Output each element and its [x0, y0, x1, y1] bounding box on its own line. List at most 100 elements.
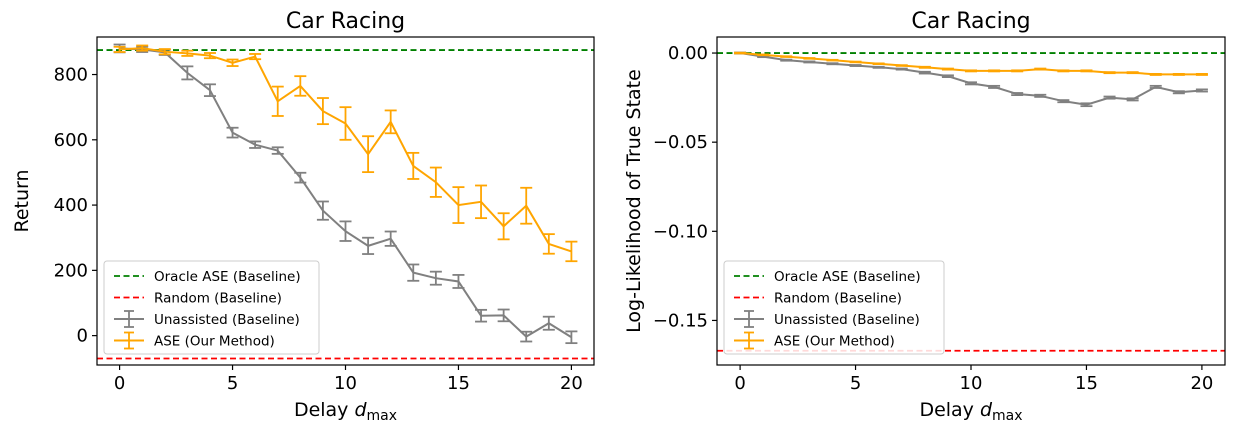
- errorbar-unassisted-baseline: [918, 70, 931, 75]
- errorbar-ase-our-method: [757, 53, 770, 57]
- y-tick-label: −0.15: [653, 310, 708, 331]
- errorbar-ase-our-method: [988, 69, 1001, 73]
- errorbar-ase-our-method: [895, 64, 908, 67]
- chart-title: Car Racing: [911, 9, 1030, 34]
- series-group: [717, 51, 1225, 352]
- errorbar-unassisted-baseline: [1149, 84, 1162, 89]
- errorbar-ase-our-method: [407, 151, 420, 180]
- errorbar-ase-our-method: [803, 57, 816, 60]
- legend-label: ASE (Our Method): [774, 334, 895, 350]
- errorbar-ase-our-method: [1126, 71, 1139, 75]
- chart-log-likelihood: Car Racing 0 5 10 15 20 0.00 −0.05 −0.10 −0.15 Del…: [623, 9, 1226, 424]
- errorbar-ase-our-method: [294, 75, 307, 97]
- y-axis-label: Log-Likelihood of True State: [623, 69, 645, 333]
- x-tick-label: 5: [850, 373, 861, 394]
- x-tick-label: 10: [334, 373, 357, 394]
- errorbar-unassisted-baseline: [895, 67, 908, 71]
- errorbar-ase-our-method: [316, 97, 329, 126]
- errorbar-unassisted-baseline: [757, 55, 770, 59]
- errorbar-unassisted-baseline: [965, 81, 977, 86]
- legend-item: Unassisted (Baseline): [734, 310, 920, 328]
- errorbar-ase-our-method: [1080, 69, 1093, 73]
- errorbar-unassisted-baseline: [181, 65, 194, 81]
- errorbar-unassisted-baseline: [339, 220, 352, 242]
- y-tick-label: 600: [54, 130, 88, 151]
- errorbar-unassisted-baseline: [429, 270, 442, 286]
- errorbar-unassisted-baseline: [780, 58, 793, 62]
- errorbar-unassisted-baseline: [475, 308, 488, 323]
- errorbar-ase-our-method: [849, 60, 862, 64]
- errorbar-unassisted-baseline: [316, 200, 329, 221]
- errorbar-ase-our-method: [429, 166, 442, 198]
- chart-title: Car Racing: [286, 9, 405, 34]
- errorbar-ase-our-method: [475, 184, 488, 220]
- errorbar-unassisted-baseline: [520, 330, 533, 343]
- x-tick-label: 20: [1190, 373, 1213, 394]
- legend-box: [723, 260, 945, 355]
- errorbar-unassisted-baseline: [1172, 90, 1185, 95]
- legend-label: Oracle ASE (Baseline): [154, 269, 301, 285]
- errorbar-ase-our-method: [497, 212, 510, 241]
- errorbar-ase-our-method: [1057, 69, 1070, 73]
- x-tick-label: 15: [1075, 373, 1098, 394]
- errorbar-unassisted-baseline: [872, 65, 885, 69]
- legend-label: Oracle ASE (Baseline): [774, 269, 921, 285]
- x-tick-label: 0: [734, 373, 745, 394]
- errorbar-unassisted-baseline: [1103, 95, 1116, 100]
- errorbar-unassisted-baseline: [542, 315, 555, 331]
- errorbar-unassisted-baseline: [384, 230, 397, 247]
- legend-label: ASE (Our Method): [154, 334, 275, 350]
- y-tick-label: 0.00: [668, 43, 708, 64]
- errorbar-ase-our-method: [520, 186, 533, 225]
- errorbar-unassisted-baseline: [988, 84, 1001, 89]
- legend-label: Random (Baseline): [154, 291, 282, 307]
- errorbar-ase-our-method: [158, 48, 171, 56]
- legend-label: Random (Baseline): [774, 291, 902, 307]
- errorbar-unassisted-baseline: [1057, 99, 1070, 104]
- legend-label: Unassisted (Baseline): [774, 312, 920, 328]
- errorbar-ase-our-method: [203, 52, 216, 60]
- errorbar-ase-our-method: [941, 67, 954, 71]
- errorbar-unassisted-baseline: [362, 236, 375, 255]
- legend-item: Random (Baseline): [734, 291, 902, 307]
- legend-item: ASE (Our Method): [734, 331, 895, 350]
- legend-item: Unassisted (Baseline): [114, 310, 300, 328]
- y-tick-label: 200: [54, 260, 88, 281]
- errorbar-ase-our-method: [181, 49, 194, 57]
- x-tick-label: 5: [227, 373, 238, 394]
- y-tick-label: −0.05: [653, 132, 708, 153]
- legend: Oracle ASE (Baseline) Random (Baseline) Un…: [103, 260, 320, 355]
- errorbar-ase-our-method: [249, 53, 262, 61]
- errorbar-ase-our-method: [1011, 69, 1024, 73]
- errorbar-ase-our-method: [113, 45, 126, 53]
- errorbar-ase-our-method: [780, 55, 793, 58]
- errorbar-ase-our-method: [452, 186, 465, 224]
- errorbar-ase-our-method: [918, 65, 931, 69]
- x-tick-label: 15: [447, 373, 470, 394]
- errorbar-unassisted-baseline: [1195, 88, 1208, 93]
- errorbar-ase-our-method: [339, 106, 352, 141]
- y-tick-label: 400: [54, 195, 88, 216]
- errorbar-unassisted-baseline: [1034, 93, 1047, 98]
- x-tick-label: 20: [560, 373, 583, 394]
- errorbar-ase-our-method: [1149, 73, 1162, 76]
- errorbar-unassisted-baseline: [294, 171, 307, 184]
- legend-item: Oracle ASE (Baseline): [114, 269, 301, 285]
- errorbar-unassisted-baseline: [407, 263, 420, 282]
- errorbar-unassisted-baseline: [271, 146, 284, 155]
- errorbar-ase-our-method: [271, 85, 284, 117]
- errorbar-unassisted-baseline: [1080, 102, 1093, 108]
- errorbar-unassisted-baseline: [941, 74, 954, 79]
- errorbar-ase-our-method: [565, 240, 578, 263]
- errorbar-unassisted-baseline: [1011, 92, 1024, 97]
- legend-label: Unassisted (Baseline): [154, 312, 300, 328]
- errorbar-ase-our-method: [1172, 73, 1185, 76]
- errorbar-ase-our-method: [384, 109, 397, 135]
- legend-box: [103, 260, 320, 355]
- errorbar-ase-our-method: [872, 62, 885, 65]
- legend-item: Oracle ASE (Baseline): [734, 269, 921, 285]
- y-tick-label: −0.10: [653, 221, 708, 242]
- errorbar-ase-our-method: [1195, 73, 1208, 76]
